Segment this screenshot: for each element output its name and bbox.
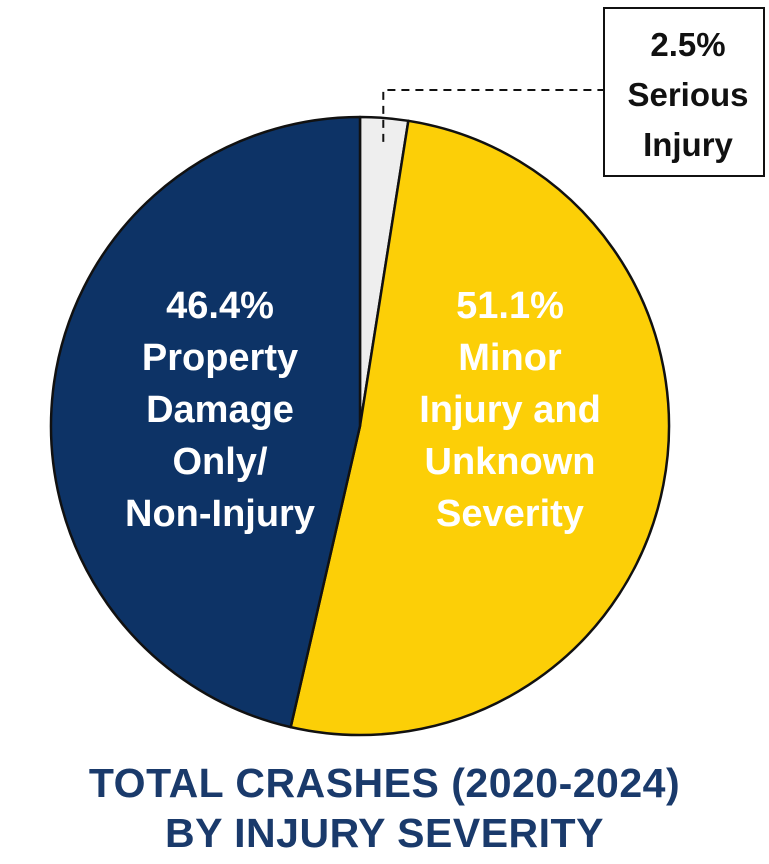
slice-label-2-line-1: Property	[142, 337, 298, 379]
callout-label-line-0: 2.5%	[650, 26, 725, 63]
pie-slice-1	[289, 119, 671, 737]
callout-label-line-1: Serious	[627, 76, 748, 113]
slice-label-2-line-2: Damage	[146, 389, 294, 431]
pie-chart-svg: 51.1% Minor Injury and Unknown Severity 46.4%…	[49, 7, 765, 737]
slice-label-1-line-4: Severity	[436, 493, 584, 535]
slice-label-2-line-0: 46.4%	[166, 285, 274, 327]
pie-slice-2	[49, 115, 362, 729]
slice-label-2-line-4: Non-Injury	[125, 493, 315, 535]
slice-label-1-line-0: 51.1%	[456, 285, 564, 327]
slice-label-1-line-2: Injury and	[419, 389, 601, 431]
callout-leader-line	[382, 89, 604, 142]
slice-label-2-line-3: Only/	[172, 441, 267, 483]
callout-label-line-2: Injury	[643, 126, 733, 163]
slice-label-1-line-1: Minor	[458, 337, 562, 379]
slice-label-2: 46.4% Property Damage Only/Non-Injury	[125, 285, 315, 535]
callout-box	[603, 7, 765, 177]
slice-label-1-line-3: Unknown	[425, 441, 596, 483]
slice-label-1: 51.1% Minor Injury and Unknown Severity	[419, 285, 601, 535]
callout-label: 2.5% Serious Injury	[627, 26, 748, 163]
chart-title-line-1: TOTAL CRASHES (2020-2024)	[88, 760, 681, 806]
chart-title-line-2: BY INJURY SEVERITY	[165, 810, 604, 856]
